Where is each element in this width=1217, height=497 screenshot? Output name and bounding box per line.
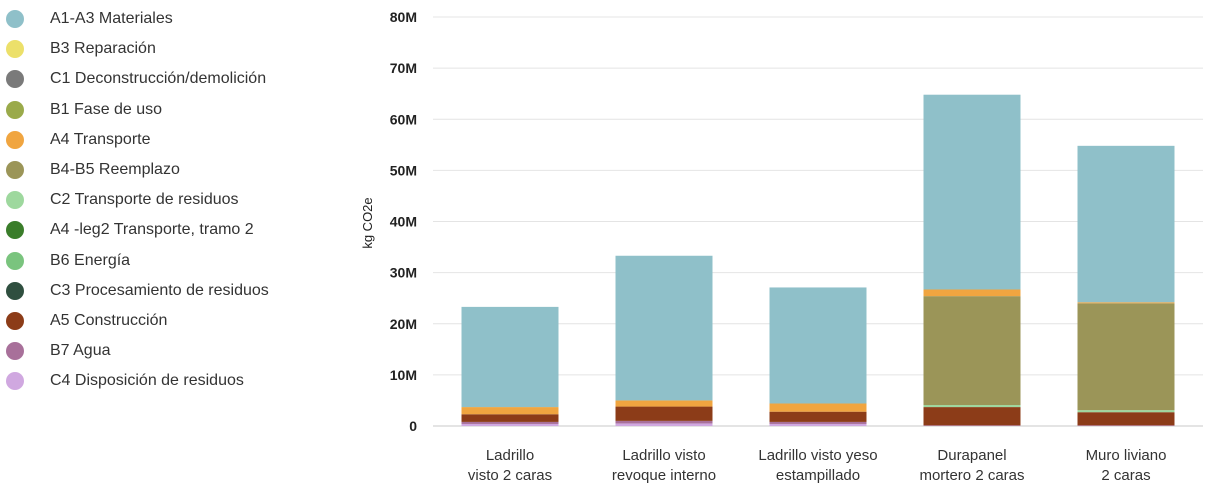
y-axis: 0 10M 20M 30M 40M 50M 60M 70M 80M (390, 9, 417, 434)
y-tick-label: 20M (390, 316, 417, 332)
legend-item[interactable]: B7 Agua (6, 336, 346, 366)
legend-label: A1-A3 Materiales (50, 10, 173, 28)
y-tick-label: 70M (390, 60, 417, 76)
y-tick-label: 50M (390, 162, 417, 178)
bar-segment[interactable] (615, 400, 713, 407)
bar-segment[interactable] (615, 406, 713, 421)
legend-item[interactable]: A1-A3 Materiales (6, 4, 346, 34)
bar-stack[interactable] (1077, 145, 1175, 426)
bar-segment[interactable] (461, 306, 559, 408)
bar-stack[interactable] (615, 255, 713, 426)
bar-segment[interactable] (769, 421, 867, 424)
legend-swatch (6, 161, 24, 180)
legend-label: B3 Reparación (50, 40, 156, 58)
x-tick-label: mortero 2 caras (919, 467, 1024, 484)
bar-segment[interactable] (615, 420, 713, 424)
x-tick-label: Ladrillo (486, 447, 534, 464)
legend-item[interactable]: A4 -leg2 Transporte, tramo 2 (6, 215, 346, 245)
x-tick-label: 2 caras (1101, 467, 1150, 484)
bar-stack[interactable] (923, 94, 1021, 426)
bar-segment[interactable] (1077, 302, 1175, 304)
legend-item[interactable]: B6 Energía (6, 246, 346, 276)
x-tick-label: Ladrillo visto yeso (758, 447, 877, 464)
legend-label: B4-B5 Reemplazo (50, 161, 180, 179)
y-tick-label: 30M (390, 265, 417, 281)
bar-segment[interactable] (923, 289, 1021, 297)
legend-item[interactable]: C3 Procesamiento de residuos (6, 276, 346, 306)
legend-swatch (6, 281, 24, 300)
legend-item[interactable]: C1 Deconstrucción/demolición (6, 64, 346, 94)
legend-swatch (6, 130, 24, 149)
legend-item[interactable]: B1 Fase de uso (6, 95, 346, 125)
legend-swatch (6, 372, 24, 391)
legend-label: C2 Transporte de residuos (50, 191, 239, 209)
stacked-bar-chart: 0 10M 20M 30M 40M 50M 60M 70M 80M Ladrillo visto … (360, 9, 1203, 484)
bar-segment[interactable] (769, 287, 867, 404)
bar-segment[interactable] (769, 403, 867, 412)
legend-swatch (6, 10, 24, 29)
bar-segment[interactable] (1077, 410, 1175, 413)
legend-label: B1 Fase de uso (50, 100, 163, 118)
gridlines (433, 16, 1203, 427)
bar-segment[interactable] (615, 423, 713, 426)
bar-segment[interactable] (923, 94, 1021, 290)
y-tick-label: 40M (390, 214, 417, 230)
legend-item[interactable]: A5 Construcción (6, 306, 346, 336)
bar-segment[interactable] (923, 407, 1021, 426)
x-tick-label: visto 2 caras (468, 467, 552, 484)
legend-label: C4 Disposición de residuos (50, 372, 244, 390)
y-tick-label: 60M (390, 111, 417, 127)
legend-item[interactable]: A4 Transporte (6, 125, 346, 155)
legend-swatch (6, 311, 24, 330)
legend-swatch (6, 100, 24, 119)
legend-item[interactable]: B3 Reparación (6, 34, 346, 64)
bar-segment[interactable] (769, 411, 867, 422)
legend-swatch (6, 70, 24, 89)
x-tick-label: estampillado (776, 467, 860, 484)
legend-swatch (6, 221, 24, 240)
y-tick-label: 0 (409, 418, 417, 434)
legend-swatch (6, 40, 24, 59)
legend-label: C3 Procesamiento de residuos (50, 281, 269, 299)
legend-item[interactable]: B4-B5 Reemplazo (6, 155, 346, 185)
y-axis-label: kg CO2e (360, 197, 375, 248)
bar-segment[interactable] (461, 414, 559, 422)
bar-segment[interactable] (1077, 303, 1175, 411)
bar-segment[interactable] (1077, 425, 1175, 426)
x-tick-label: Durapanel (937, 447, 1006, 464)
bar-stack[interactable] (461, 306, 559, 426)
bar-segment[interactable] (923, 405, 1021, 408)
legend-swatch (6, 251, 24, 270)
y-tick-label: 80M (390, 9, 417, 25)
legend-item[interactable]: C4 Disposición de residuos (6, 366, 346, 396)
x-tick-label: Ladrillo visto (622, 447, 705, 464)
legend-swatch (6, 342, 24, 361)
bar-stack[interactable] (769, 287, 867, 426)
legend-swatch (6, 191, 24, 210)
legend-label: A4 Transporte (50, 130, 151, 148)
legend-item[interactable]: C2 Transporte de residuos (6, 185, 346, 215)
bar-segment[interactable] (461, 407, 559, 415)
bar-segment[interactable] (923, 296, 1021, 406)
legend-label: A4 -leg2 Transporte, tramo 2 (50, 221, 254, 239)
bar-segment[interactable] (461, 423, 559, 426)
legend-label: B7 Agua (50, 342, 111, 360)
bar-segment[interactable] (461, 421, 559, 424)
legend-label: A5 Construcción (50, 311, 168, 329)
bar-segment[interactable] (923, 425, 1021, 426)
chart-legend: A1-A3 Materiales B3 Reparación C1 Deconstr… (6, 4, 346, 396)
bars (461, 94, 1175, 426)
bar-segment[interactable] (1077, 412, 1175, 426)
x-tick-label: revoque interno (612, 467, 716, 484)
x-axis: Ladrillo visto 2 caras Ladrillo visto revoq… (468, 447, 1167, 484)
bar-segment[interactable] (615, 255, 713, 401)
x-tick-label: Muro liviano (1086, 447, 1167, 464)
bar-segment[interactable] (1077, 145, 1175, 303)
bar-segment[interactable] (769, 423, 867, 426)
y-tick-label: 10M (390, 367, 417, 383)
legend-label: C1 Deconstrucción/demolición (50, 70, 267, 88)
legend-label: B6 Energía (50, 251, 131, 269)
